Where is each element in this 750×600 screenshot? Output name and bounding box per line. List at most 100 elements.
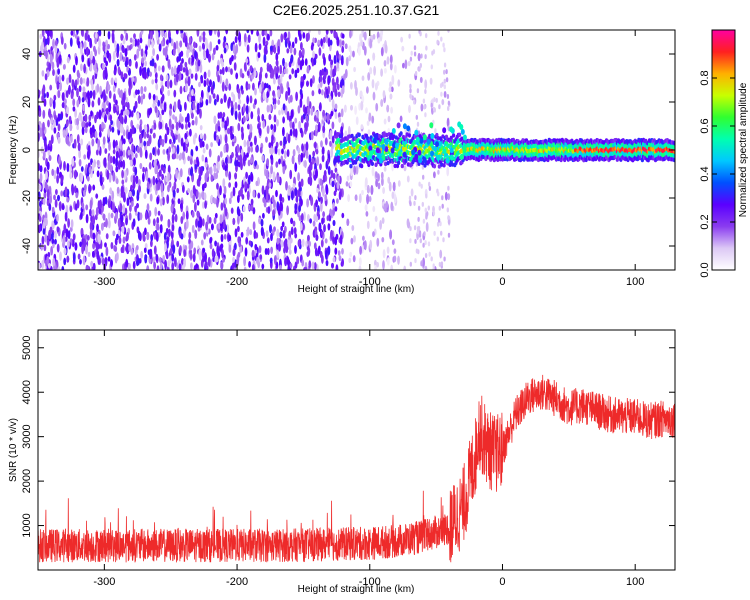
spectrogram-cell [266, 237, 270, 244]
spectrogram-cell [74, 79, 78, 87]
spectrogram-cell [59, 171, 62, 178]
spectrogram-cell [241, 194, 245, 200]
spectrogram-cell [224, 197, 228, 205]
spectrogram-cell [162, 167, 166, 174]
spectrogram-cell [417, 216, 420, 222]
spectrogram-cell [248, 261, 252, 268]
spectrogram-cell [230, 107, 234, 116]
spectrogram-cell [222, 40, 226, 49]
spectrogram-cell [76, 134, 80, 144]
spectrogram-cell [380, 99, 384, 107]
spectrogram-cell [217, 74, 221, 83]
spectrogram-cell [91, 100, 95, 108]
spectrogram-cell [148, 92, 152, 100]
spectrogram-cell [121, 98, 124, 106]
spectrogram-cell [232, 256, 235, 263]
spectrogram-cell [241, 89, 244, 95]
spectrogram-cell [46, 91, 49, 99]
spectrogram-cell [207, 69, 211, 78]
spectrogram-cell [48, 155, 52, 162]
spectrogram-cell [445, 69, 448, 75]
spectrogram-cell [85, 204, 89, 211]
spectrogram-cell [107, 212, 111, 221]
spectrogram-cell [172, 47, 176, 56]
spectrogram-cell [142, 172, 145, 183]
spectrogram-cell [341, 45, 345, 54]
spectrogram-cell [122, 149, 126, 158]
spectrogram-cell [115, 99, 118, 106]
spectrogram-cell [104, 148, 108, 154]
spectrogram-cell [53, 194, 56, 201]
spectrogram-cell [117, 217, 121, 228]
spectrogram-cell [281, 196, 285, 203]
spectrogram-cell [56, 80, 60, 90]
spectrogram-cell [320, 140, 323, 148]
spectrogram-cell [178, 71, 182, 82]
spectrogram-cell [277, 88, 281, 99]
spectrogram-cell [102, 63, 105, 70]
spectrogram-cell [196, 102, 200, 112]
spectrogram-cell [326, 112, 330, 123]
spectrogram-cell [104, 114, 107, 123]
spectrogram-cell [158, 169, 162, 177]
spectrogram-cell [148, 162, 152, 170]
spectrogram-cell [440, 230, 443, 236]
spectrogram-cell [347, 125, 351, 136]
spectrogram-cell [162, 149, 166, 155]
spectrogram-cell [151, 58, 155, 67]
spectrogram-cell [374, 82, 378, 91]
spectrogram-cell [354, 105, 357, 115]
spectrogram-cell [132, 180, 136, 190]
spectrogram-cell [246, 190, 250, 201]
spectrogram-cell [440, 162, 444, 167]
spectrogram-cell [331, 121, 335, 130]
spectrogram-cell [389, 229, 392, 240]
spectrogram-cell [337, 250, 341, 256]
spectrogram-cell [54, 238, 57, 245]
spectrogram-cell [120, 89, 123, 99]
spectrogram-cell [217, 38, 221, 45]
spectrogram-cell [102, 199, 106, 207]
spectrogram-cell [237, 104, 241, 111]
spectrogram-cell [160, 96, 164, 104]
spectrogram-cell [197, 59, 201, 67]
spectrogram-cell [216, 182, 219, 190]
spectrogram-cell [145, 170, 149, 181]
spectrogram-cell [168, 36, 172, 44]
spectrogram-cell [124, 117, 127, 125]
spectrogram-cell [286, 256, 290, 266]
spectrogram-cell [284, 62, 288, 69]
spectrogram-cell [403, 265, 407, 270]
spectrogram-cell [390, 86, 394, 93]
spectrogram-cell [254, 160, 257, 167]
spectrogram-cell [225, 66, 228, 73]
spectrogram-cell [155, 253, 159, 262]
spectrogram-cell [143, 53, 147, 61]
spectrogram-cell [236, 143, 240, 154]
spectrogram-cell [96, 83, 100, 93]
spectrogram-cell [76, 87, 79, 98]
spectrogram-cell [139, 66, 143, 77]
spectrogram-cell [171, 66, 174, 77]
spectrogram-cell [223, 47, 227, 54]
spectrogram-cell [240, 212, 244, 222]
spectrogram-cell [261, 185, 265, 195]
spectrogram-cell [391, 191, 395, 199]
spectrogram-cell [380, 171, 384, 180]
spectrogram-cell [159, 121, 163, 130]
spectrogram-cell [56, 226, 60, 233]
spectrogram-cell [79, 77, 83, 85]
spectrogram-cell [393, 248, 397, 254]
spectrogram-cell [194, 229, 198, 239]
spectrogram-cell [113, 40, 117, 49]
spectrogram-cell [332, 68, 335, 78]
spectrogram-cell [112, 171, 116, 182]
spectrogram-cell [419, 31, 422, 37]
spectrogram-cell [300, 178, 304, 187]
spectrogram-cell [171, 262, 175, 270]
spectrogram-cell [245, 237, 249, 245]
spectrogram-cell [329, 39, 333, 46]
spectrogram-cell [289, 169, 293, 180]
spectrogram-cell [441, 195, 444, 201]
